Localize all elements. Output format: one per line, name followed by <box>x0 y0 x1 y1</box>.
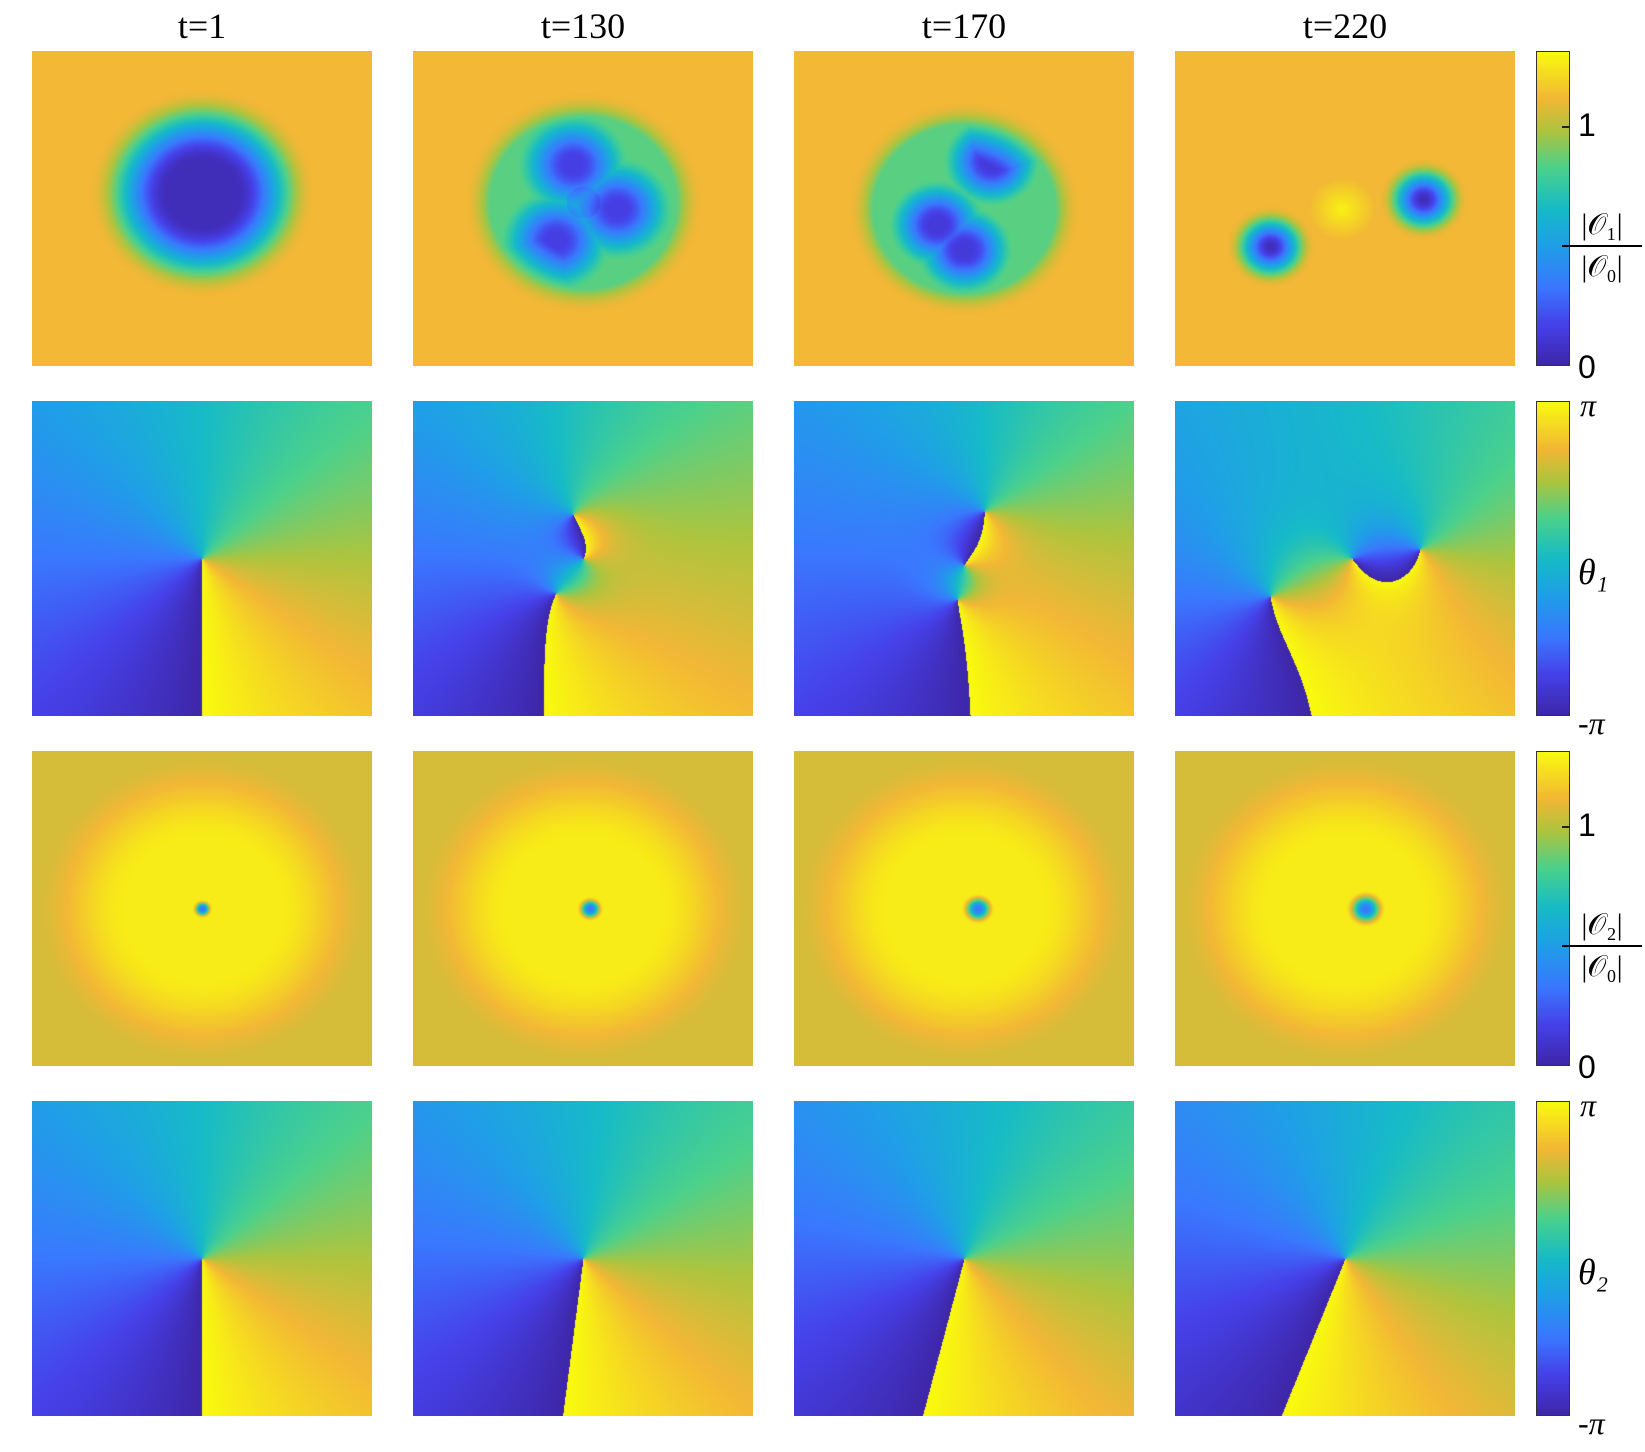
panel-phase2-t130 <box>413 1101 753 1416</box>
panel-amp2-t220 <box>1175 751 1515 1066</box>
panel-amp1-t220 <box>1175 51 1515 366</box>
label-numerator: |𝒪₁| <box>1581 208 1623 241</box>
colorbar-tick-phase2-negpi: -π <box>1578 1405 1605 1441</box>
panel-amp1-t1 <box>32 51 372 366</box>
panel-phase1-t220 <box>1175 401 1515 716</box>
label-denominator: |𝒪₀| <box>1581 250 1623 283</box>
panel-amp1-t170 <box>794 51 1134 366</box>
colorbar-tick-phase2-pi: π <box>1580 1087 1597 1123</box>
colorbar-label-phase1: θ₁ <box>1578 552 1609 592</box>
panel-phase2-t1 <box>32 1101 372 1416</box>
panel-amp2-t170 <box>794 751 1134 1066</box>
column-title-t1: t=1 <box>177 6 227 46</box>
panel-amp1-t130 <box>413 51 753 366</box>
panel-amp2-t130 <box>413 751 753 1066</box>
colorbar-amp2 <box>1536 751 1570 1066</box>
panel-phase1-t130 <box>413 401 753 716</box>
panel-phase1-t1 <box>32 401 372 716</box>
colorbar-label-phase2: θ₂ <box>1578 1252 1609 1292</box>
colorbar-label-amp1: |𝒪₁| |𝒪₀| <box>1560 205 1644 287</box>
colorbar-phase2 <box>1536 1101 1570 1416</box>
colorbar-phase1 <box>1536 401 1570 716</box>
colorbar-amp1 <box>1536 51 1570 366</box>
column-title-t170: t=170 <box>921 6 1007 46</box>
colorbar-tick-phase1-negpi: -π <box>1578 705 1605 741</box>
colorbar-tick-phase1-pi: π <box>1580 387 1597 423</box>
panel-amp2-t1 <box>32 751 372 1066</box>
colorbar-label-amp2: |𝒪₂| |𝒪₀| <box>1560 905 1644 987</box>
panel-phase1-t170 <box>794 401 1134 716</box>
colorbar-tick-mark <box>1562 126 1570 128</box>
label-denominator: |𝒪₀| <box>1581 950 1623 983</box>
colorbar-tick-amp2-0: 0 <box>1578 1049 1596 1085</box>
panel-phase2-t220 <box>1175 1101 1515 1416</box>
column-title-t130: t=130 <box>540 6 626 46</box>
colorbar-tick-amp2-1: 1 <box>1578 807 1596 843</box>
colorbar-tick-amp1-1: 1 <box>1578 107 1596 143</box>
colorbar-tick-amp1-0: 0 <box>1578 349 1596 385</box>
panel-phase2-t170 <box>794 1101 1134 1416</box>
label-numerator: |𝒪₂| <box>1581 908 1623 941</box>
colorbar-tick-mark <box>1562 826 1570 828</box>
column-title-t220: t=220 <box>1302 6 1388 46</box>
